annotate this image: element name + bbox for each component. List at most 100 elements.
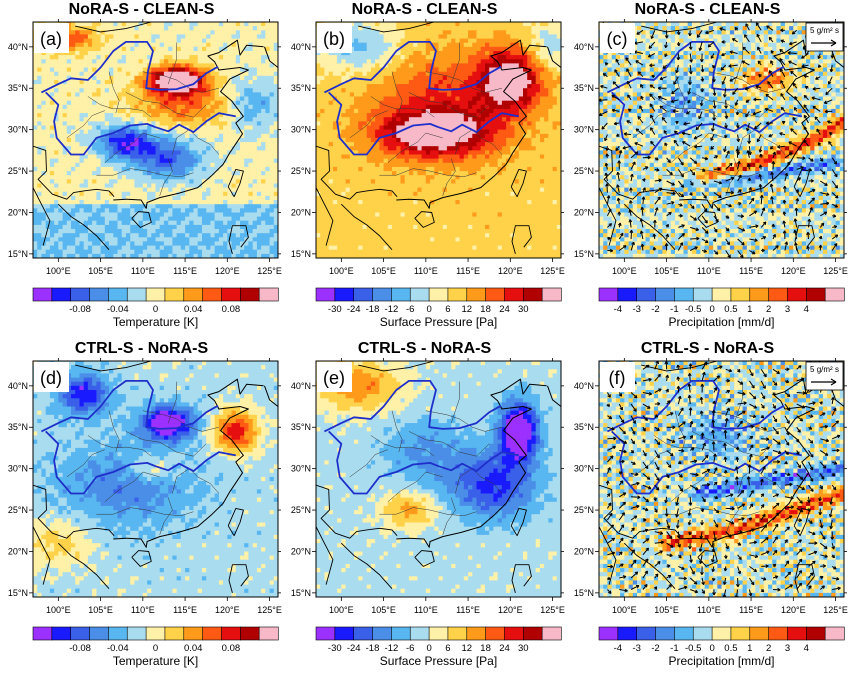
lon-tick-label: 100°E — [612, 605, 637, 615]
colorbar-tick-label: -1 — [670, 304, 678, 315]
lon-tick-label: 110°E — [414, 266, 438, 276]
colorbar-tick-label: -6 — [406, 643, 414, 654]
colorbar-swatch — [354, 288, 373, 301]
panel-label: (e) — [323, 368, 345, 388]
lat-tick-label: 35°N — [574, 83, 594, 93]
lat-tick-label: 30°N — [574, 125, 594, 135]
colorbar-tick-label: 0.08 — [222, 304, 241, 315]
colorbar-tick-label: 0 — [153, 643, 158, 654]
colorbar-swatch — [599, 288, 618, 301]
lat-tick-label: 15°N — [574, 588, 594, 598]
lat-tick-label: 25°N — [8, 166, 28, 176]
colorbar-tick-label: 0.04 — [184, 304, 203, 315]
colorbar-swatch — [806, 627, 825, 640]
lat-tick-label: 20°N — [291, 546, 311, 556]
colorbar-tick-label: -0.5 — [685, 304, 701, 315]
colorbar-swatch — [354, 627, 373, 640]
colorbar-swatch — [674, 627, 693, 640]
colorbar-swatch — [618, 627, 637, 640]
colorbar-swatch — [769, 627, 788, 640]
colorbar-tick-label: -2 — [651, 643, 659, 654]
lon-tick-label: 110°E — [697, 605, 721, 615]
colorbar-tick-label: -3 — [632, 643, 640, 654]
colorbar-swatch — [259, 288, 278, 301]
panel-title: CTRL-S - NoRA-S — [566, 339, 849, 359]
colorbar-tick-label: 0.04 — [184, 643, 203, 654]
lon-tick-label: 120°E — [215, 605, 240, 615]
colorbar-swatch — [240, 627, 259, 640]
panel-title: NoRA-S - CLEAN-S — [566, 0, 849, 20]
colorbar-swatch — [787, 627, 806, 640]
lat-tick-label: 30°N — [8, 464, 28, 474]
colorbar-tick-label: 12 — [462, 643, 473, 654]
panel-label: (f) — [609, 368, 626, 388]
colorbar-swatch — [391, 627, 410, 640]
colorbar-tick-label: 12 — [462, 304, 473, 315]
lon-tick-label: 115°E — [173, 605, 197, 615]
lat-tick-label: 30°N — [291, 464, 311, 474]
colorbar-tick-label: 30 — [518, 304, 529, 315]
colorbar-swatch — [335, 288, 354, 301]
colorbar-swatch — [71, 288, 90, 301]
colorbar-tick-label: -2 — [651, 304, 659, 315]
panel-title: CTRL-S - NoRA-S — [283, 339, 566, 359]
lon-tick-label: 110°E — [131, 605, 155, 615]
lon-tick-label: 120°E — [498, 266, 523, 276]
lat-tick-label: 35°N — [574, 422, 594, 432]
lat-tick-label: 15°N — [291, 588, 311, 598]
colorbar-tick-label: 0 — [153, 304, 158, 315]
lon-tick-label: 110°E — [697, 266, 721, 276]
colorbar-tick-label: 0 — [426, 643, 431, 654]
colorbar-tick-label: -24 — [347, 643, 361, 654]
lon-tick-label: 120°E — [781, 605, 806, 615]
lon-tick-label: 105°E — [371, 266, 396, 276]
colorbar-tick-label: -30 — [328, 304, 342, 315]
colorbar-swatch — [750, 627, 769, 640]
colorbar-swatch — [146, 627, 165, 640]
colorbar-swatch — [599, 627, 618, 640]
colorbar-label: Precipitation [mm/d] — [668, 654, 774, 668]
colorbar-swatch — [165, 627, 184, 640]
lon-tick-label: 115°E — [739, 605, 763, 615]
lon-tick-label: 115°E — [739, 266, 763, 276]
colorbar-swatch — [373, 627, 392, 640]
colorbar-swatch — [391, 288, 410, 301]
colorbar-tick-label: -18 — [366, 304, 380, 315]
colorbar-swatch — [674, 288, 693, 301]
panel-title: CTRL-S - NoRA-S — [0, 339, 283, 359]
lat-tick-label: 40°N — [574, 381, 594, 391]
lon-tick-label: 105°E — [654, 266, 679, 276]
colorbar-swatch — [410, 627, 429, 640]
colorbar-tick-label: -0.5 — [685, 643, 701, 654]
colorbar-swatch — [316, 288, 335, 301]
colorbar-swatch — [656, 288, 675, 301]
lon-tick-label: 125°E — [540, 605, 565, 615]
colorbar-swatch — [71, 627, 90, 640]
lat-tick-label: 25°N — [574, 505, 594, 515]
colorbar-tick-label: -3 — [632, 304, 640, 315]
reference-vector-label: 5 g/m² s — [810, 26, 839, 35]
colorbar-swatch — [127, 627, 146, 640]
panel-title: NoRA-S - CLEAN-S — [0, 0, 283, 20]
colorbar-swatch — [33, 627, 52, 640]
colorbar-swatch — [523, 288, 542, 301]
colorbar-swatch — [825, 627, 844, 640]
colorbar-swatch — [240, 288, 259, 301]
lon-tick-label: 100°E — [46, 605, 71, 615]
colorbar-swatch — [448, 627, 467, 640]
lon-tick-label: 120°E — [215, 266, 240, 276]
lon-tick-label: 100°E — [46, 266, 71, 276]
colorbar-tick-label: 0.08 — [222, 643, 241, 654]
colorbar-swatch — [165, 288, 184, 301]
lon-tick-label: 120°E — [781, 266, 806, 276]
colorbar-tick-label: 4 — [804, 643, 809, 654]
colorbar-label: Temperature [K] — [113, 315, 198, 329]
